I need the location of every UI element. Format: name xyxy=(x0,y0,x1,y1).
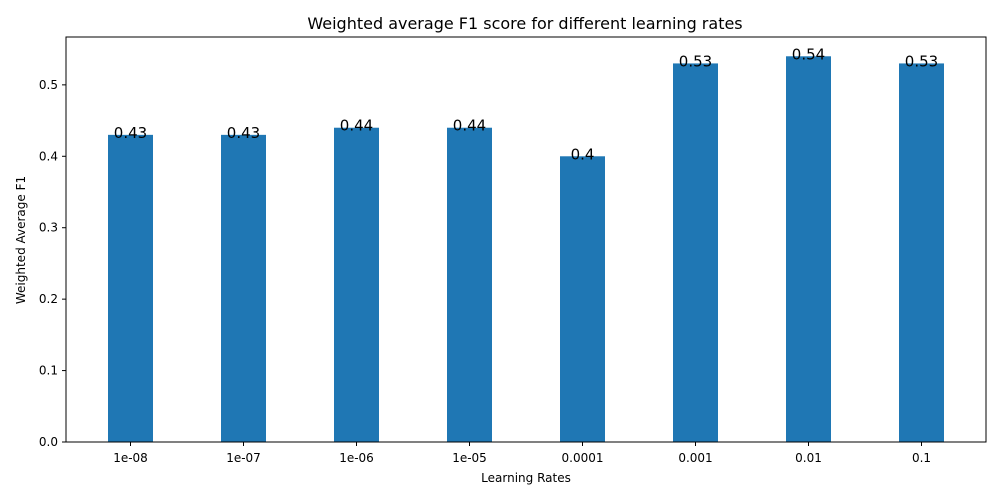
x-axis-label: Learning Rates xyxy=(481,471,571,485)
y-tick-label-0.5: 0.5 xyxy=(39,78,58,92)
bar-0.001 xyxy=(673,63,718,443)
data-label-1e-05: 0.44 xyxy=(453,117,486,135)
y-axis-ticks: 0.0 0.1 0.2 0.3 0.4 0.5 xyxy=(39,78,66,449)
y-tick-label-0.2: 0.2 xyxy=(39,292,58,306)
data-label-1e-06: 0.44 xyxy=(340,117,373,135)
y-tick-label-0.1: 0.1 xyxy=(39,364,58,378)
x-axis-ticks: 1e-08 1e-07 1e-06 1e-05 0.0001 0.001 0.01 0.1 xyxy=(113,442,931,465)
x-tick-label-0.0001: 0.0001 xyxy=(562,451,604,465)
x-tick-label-1e-08: 1e-08 xyxy=(113,451,148,465)
y-tick-label-0.4: 0.4 xyxy=(39,149,58,163)
data-label-0.0001: 0.4 xyxy=(571,145,595,163)
bar-1e-07 xyxy=(221,134,266,442)
x-tick-label-0.01: 0.01 xyxy=(795,451,822,465)
x-tick-label-1e-06: 1e-06 xyxy=(339,451,374,465)
bar-0.1 xyxy=(899,63,944,443)
chart-title: Weighted average F1 score for different … xyxy=(307,14,742,33)
x-tick-label-0.001: 0.001 xyxy=(678,451,712,465)
plot-frame xyxy=(65,36,987,443)
y-axis-label: Weighted Average F1 xyxy=(14,176,28,304)
bar-0.01 xyxy=(786,56,831,443)
data-labels-group: 0.43 0.43 0.44 0.44 0.4 0.53 0.54 0.53 xyxy=(114,45,938,163)
x-tick-label-1e-07: 1e-07 xyxy=(226,451,261,465)
data-label-1e-07: 0.43 xyxy=(227,124,260,142)
y-tick-label-0.3: 0.3 xyxy=(39,221,58,235)
y-tick-label-0.0: 0.0 xyxy=(39,435,58,449)
x-tick-label-0.1: 0.1 xyxy=(912,451,931,465)
bar-1e-05 xyxy=(447,127,492,442)
x-tick-label-1e-05: 1e-05 xyxy=(452,451,487,465)
data-label-1e-08: 0.43 xyxy=(114,124,147,142)
data-label-0.01: 0.54 xyxy=(792,45,825,63)
bar-0.0001 xyxy=(560,156,605,443)
bar-1e-08 xyxy=(108,134,153,442)
data-label-0.1: 0.53 xyxy=(905,52,938,70)
bar-1e-06 xyxy=(334,127,379,442)
data-label-0.001: 0.53 xyxy=(679,52,712,70)
bars-group xyxy=(108,56,944,443)
